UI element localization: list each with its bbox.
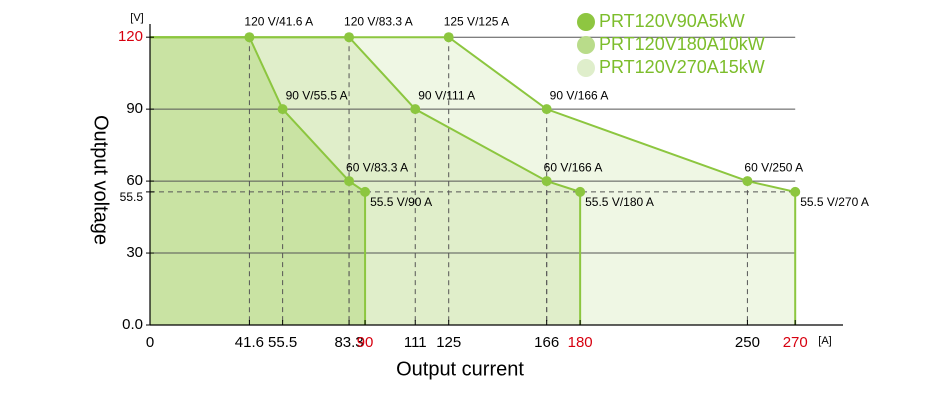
x-axis-label: Output current [396, 358, 524, 380]
x-tick-label: 90 [357, 334, 374, 351]
point-label: 120 V/41.6 A [244, 14, 313, 28]
y-tick-label: 0.0 [122, 316, 143, 333]
y-tick-label: 30 [126, 244, 143, 261]
legend-label: PRT120V90A5kW [599, 11, 745, 31]
data-point [344, 32, 355, 43]
x-tick-label: 180 [568, 334, 593, 351]
x-tick-label: 166 [534, 334, 559, 351]
point-label: 55.5 V/90 A [370, 195, 432, 209]
point-label: 55.5 V/180 A [585, 195, 654, 209]
data-point [541, 176, 552, 187]
data-point [742, 176, 753, 187]
x-tick-label: 0 [146, 334, 154, 351]
series-line [150, 36, 797, 325]
legend-swatch [577, 36, 595, 54]
point-label: 60 V/250 A [744, 160, 803, 174]
legend-swatch [577, 59, 595, 77]
data-point [790, 186, 801, 197]
legend-label: PRT120V180A10kW [599, 34, 765, 54]
x-tick-label: 111 [404, 334, 427, 351]
point-label: 125 V/125 A [444, 14, 509, 28]
y-tick-label: 60 [126, 172, 143, 189]
x-tick-label: 83.3 [334, 334, 363, 351]
legend-label: PRT120V270A15kW [599, 57, 765, 77]
y-tick-label: 120 [118, 28, 143, 45]
point-label: 60 V/166 A [544, 160, 603, 174]
point-label: 90 V/111 A [418, 88, 475, 102]
data-point [277, 104, 288, 115]
y-tick-label: 55.5 [120, 190, 144, 204]
point-label: 90 V/166 A [550, 88, 609, 102]
data-point [443, 32, 454, 43]
data-point [344, 176, 355, 187]
x-tick-label: 125 [436, 334, 461, 351]
x-tick-label: 55.5 [268, 334, 297, 351]
x-tick-label: 270 [783, 334, 808, 351]
data-point [360, 186, 371, 197]
data-point [575, 186, 586, 197]
y-unit: [V] [130, 12, 143, 24]
data-point [244, 32, 255, 43]
data-point [541, 104, 552, 115]
point-label: 60 V/83.3 A [346, 160, 408, 174]
point-label: 55.5 V/270 A [800, 195, 869, 209]
x-tick-label: 250 [735, 334, 760, 351]
y-tick-label: 90 [126, 100, 143, 117]
legend-swatch [577, 13, 595, 31]
x-unit: [A] [818, 335, 831, 347]
x-tick-label: 41.6 [235, 334, 264, 351]
point-label: 90 V/55.5 A [286, 88, 348, 102]
y-axis-label: Output voltage [90, 115, 112, 245]
data-point [410, 104, 421, 115]
point-label: 120 V/83.3 A [344, 14, 413, 28]
